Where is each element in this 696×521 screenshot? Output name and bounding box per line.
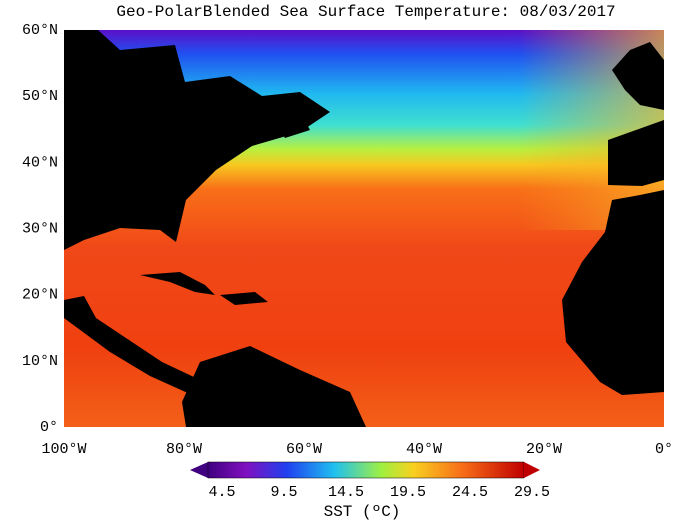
newfoundland xyxy=(272,112,310,138)
colorbar-tick-label: 29.5 xyxy=(514,484,550,501)
longitude-label: 80°W xyxy=(166,441,202,458)
colorbar-tick-label: 4.5 xyxy=(208,484,235,501)
north-america xyxy=(64,30,330,250)
europe xyxy=(608,120,664,186)
longitude-label: 20°W xyxy=(526,441,562,458)
hispaniola xyxy=(220,292,268,305)
latitude-label: 10°N xyxy=(22,353,58,370)
longitude-label: 40°W xyxy=(406,441,442,458)
colorbar xyxy=(190,461,540,479)
latitude-label: 30°N xyxy=(22,220,58,237)
africa xyxy=(562,190,664,395)
ocean-east xyxy=(300,30,664,230)
cuba xyxy=(140,272,215,295)
latitude-label: 40°N xyxy=(22,154,58,171)
uk-ireland xyxy=(612,42,664,110)
colorbar-tick-label: 14.5 xyxy=(328,484,364,501)
colorbar-ticks: 4.5 9.5 14.5 19.5 24.5 29.5 xyxy=(208,484,550,501)
latitude-label: 0° xyxy=(40,419,58,436)
colorbar-tick-label: 19.5 xyxy=(390,484,426,501)
colorbar-tick-label: 24.5 xyxy=(452,484,488,501)
longitude-axis: 100°W 80°W 60°W 40°W 20°W 0° xyxy=(41,441,673,458)
colorbar-bar xyxy=(207,461,525,479)
longitude-label: 60°W xyxy=(286,441,322,458)
latitude-axis: 60°N 50°N 40°N 30°N 20°N 10°N 0° xyxy=(22,22,58,436)
map-area xyxy=(64,30,664,427)
longitude-label: 0° xyxy=(655,441,673,458)
colorbar-label: SST (ºC) xyxy=(324,503,401,521)
latitude-label: 60°N xyxy=(22,22,58,39)
longitude-label: 100°W xyxy=(41,441,86,458)
south-america xyxy=(182,346,366,427)
colorbar-high-end xyxy=(524,462,540,478)
latitude-label: 20°N xyxy=(22,287,58,304)
colorbar-low-end xyxy=(190,462,208,478)
colorbar-tick-label: 9.5 xyxy=(270,484,297,501)
latitude-label: 50°N xyxy=(22,88,58,105)
map-title: Geo-PolarBlended Sea Surface Temperature… xyxy=(116,3,615,21)
central-america xyxy=(64,296,196,394)
